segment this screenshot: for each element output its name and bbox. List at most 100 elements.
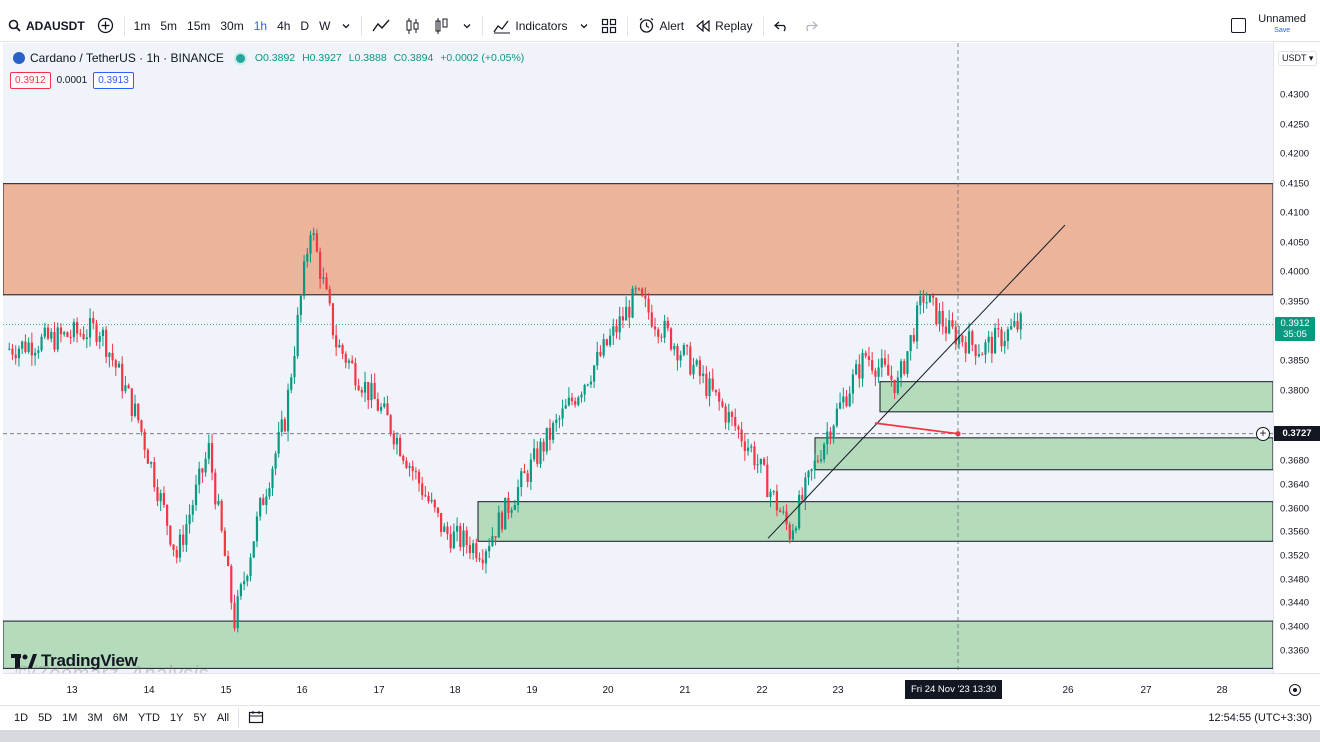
symbol-search-button[interactable]: ADAUSDT — [0, 10, 91, 42]
candle-up — [919, 296, 922, 306]
candle-up — [915, 305, 919, 342]
range-3m[interactable]: 3M — [87, 712, 103, 724]
candle-down — [621, 316, 625, 321]
candle-up — [117, 363, 121, 368]
timeframe-w[interactable]: W — [319, 18, 331, 33]
candle-down — [30, 342, 33, 356]
candle-down — [935, 297, 938, 325]
red-arrow-line — [874, 422, 959, 435]
candle-up — [191, 505, 194, 515]
candle-down — [405, 460, 408, 468]
candle-down — [399, 437, 402, 456]
tradingview-logo-icon — [11, 654, 37, 668]
range-5y[interactable]: 5Y — [193, 712, 207, 724]
layouts-button[interactable] — [595, 10, 623, 42]
candle-up — [149, 462, 153, 464]
candle-down — [11, 348, 14, 355]
timeframe-1m[interactable]: 1m — [133, 18, 151, 33]
candle-down — [402, 455, 405, 461]
chart-canvas[interactable] — [3, 43, 1273, 673]
time-tick: 23 — [832, 685, 844, 696]
candle-down — [689, 346, 692, 375]
range-6m[interactable]: 6M — [112, 712, 128, 724]
market-status-icon[interactable] — [235, 53, 245, 63]
date-range-button[interactable] — [243, 710, 269, 727]
toolbar-separator — [762, 15, 764, 36]
candle-down — [718, 392, 721, 402]
legend-close: C0.3894 — [393, 52, 434, 64]
demand-zone — [477, 501, 1273, 542]
undo-button[interactable] — [768, 10, 796, 42]
sell-button[interactable]: 0.3912 — [10, 72, 51, 89]
candle-up — [312, 233, 315, 236]
demand-zone — [814, 437, 1273, 471]
candle-up — [938, 310, 941, 325]
legend-change: +0.0002 (+0.05%) — [440, 52, 525, 64]
candle-down — [162, 493, 166, 505]
range-5d[interactable]: 5D — [38, 712, 53, 724]
timeframe-dropdown[interactable] — [335, 10, 357, 42]
candle-down — [864, 352, 867, 357]
timeframe-15m[interactable]: 15m — [187, 18, 211, 33]
candle-up — [928, 295, 932, 303]
timeframe-d[interactable]: D — [300, 18, 310, 33]
add-alert-plus-icon[interactable]: + — [1256, 426, 1270, 441]
time-axis[interactable]: 13 14 15 16 17 18 19 20 21 22 23 26 27 28 Fri 24 Nov … — [3, 673, 1320, 705]
candle-up — [455, 525, 459, 532]
timeframe-1h[interactable]: 1h — [253, 18, 268, 33]
demand-zone — [879, 381, 1273, 413]
candle-up — [823, 444, 826, 460]
indicators-button[interactable]: Indicators — [487, 10, 573, 42]
candle-up — [993, 328, 997, 354]
chart-pane[interactable]: Cardano / TetherUS · 1h · BINANCE O0.389… — [3, 43, 1273, 673]
candle-up — [268, 488, 271, 497]
compare-symbol-button[interactable] — [91, 10, 120, 42]
currency-label: USDT — [1282, 53, 1307, 63]
replay-button[interactable]: Replay — [690, 10, 758, 42]
candle-down — [500, 512, 504, 530]
candle-up — [618, 316, 621, 333]
indicators-dropdown[interactable] — [573, 10, 595, 42]
candle-up — [40, 336, 43, 351]
range-1m[interactable]: 1M — [62, 712, 78, 724]
fullscreen-icon[interactable] — [1231, 18, 1246, 33]
buy-button[interactable]: 0.3913 — [93, 72, 134, 89]
candle-down — [974, 344, 977, 357]
range-1d[interactable]: 1D — [14, 712, 29, 724]
range-all[interactable]: All — [216, 712, 230, 724]
toolbar-separator — [627, 15, 629, 36]
time-tick: 16 — [296, 685, 308, 696]
redo-button[interactable] — [796, 10, 824, 42]
candles-chart-button[interactable] — [398, 10, 428, 42]
undo-icon — [773, 21, 786, 31]
clock-timezone[interactable]: 12:54:55 (UTC+3:30) — [1208, 712, 1312, 724]
alert-button[interactable]: Alert — [632, 10, 690, 42]
range-ytd[interactable]: YTD — [137, 712, 160, 724]
candle-up — [679, 354, 682, 361]
chart-type-dropdown[interactable] — [456, 10, 478, 42]
candle-up — [472, 543, 475, 554]
chart-type-button[interactable] — [428, 10, 456, 42]
candle-up — [370, 382, 373, 401]
candle-down — [449, 533, 452, 549]
price-axis[interactable]: USDT ▾ 0.4300 0.4250 0.4200 0.4150 0.4100 0.4… — [1273, 43, 1320, 673]
range-1y[interactable]: 1Y — [169, 712, 184, 724]
line-chart-button[interactable] — [366, 10, 398, 42]
candle-up — [794, 528, 798, 531]
layout-name-button[interactable]: Unnamed Save — [1258, 13, 1306, 36]
settings-gear-icon[interactable] — [1289, 684, 1301, 696]
timeframe-4h[interactable]: 4h — [277, 18, 291, 33]
candle-down — [605, 339, 608, 346]
currency-selector[interactable]: USDT ▾ — [1278, 51, 1318, 66]
candle-down — [105, 329, 108, 357]
tradingview-brand: TradingView — [41, 651, 138, 670]
line-chart-icon — [372, 19, 390, 31]
candle-up — [8, 348, 11, 350]
legend-open: O0.3892 — [254, 52, 296, 64]
timeframe-5m[interactable]: 5m — [160, 18, 178, 33]
candle-down — [182, 534, 185, 545]
candle-up — [204, 458, 207, 473]
price-tick: 0.3520 — [1280, 550, 1310, 562]
timeframe-30m[interactable]: 30m — [220, 18, 244, 33]
